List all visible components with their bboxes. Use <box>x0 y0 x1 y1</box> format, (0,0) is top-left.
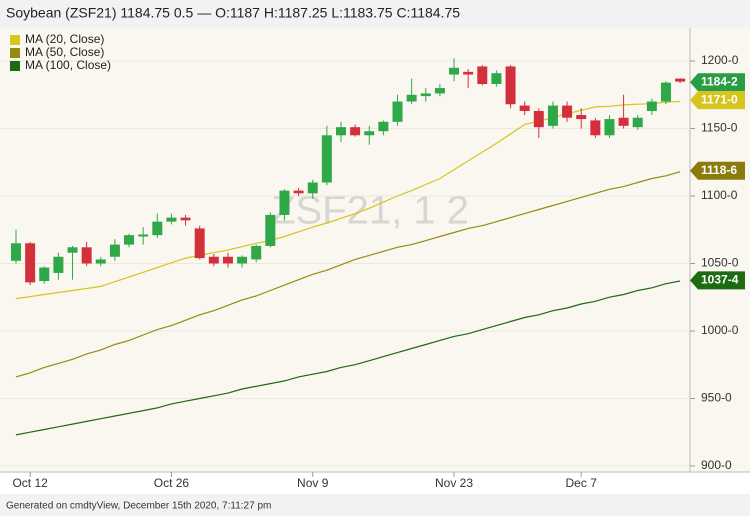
candle-body <box>124 235 135 245</box>
candle-body <box>53 256 64 273</box>
candle-body <box>25 243 36 283</box>
candle-body <box>350 127 361 136</box>
legend-swatch <box>10 48 20 58</box>
candle-body <box>109 244 120 257</box>
candle-body <box>11 243 21 261</box>
candle-body <box>364 131 375 136</box>
plot-area <box>0 28 690 472</box>
price-tag <box>690 73 745 92</box>
candle-body <box>152 221 163 236</box>
candle-body <box>660 82 671 102</box>
candle-body <box>519 105 530 111</box>
y-tick-label: 900-0 <box>701 458 732 472</box>
candle-body <box>293 190 304 194</box>
legend-label: MA (50, Close) <box>25 45 104 59</box>
y-tick-label: 1000-0 <box>701 323 739 337</box>
candle-body <box>237 256 248 264</box>
y-tick-label: 1150-0 <box>701 121 738 135</box>
price-tag-label: 1184-2 <box>701 74 738 88</box>
ma-line <box>15 171 681 378</box>
candle-body <box>208 256 219 264</box>
candle-body <box>378 121 389 132</box>
candle-body <box>392 101 403 122</box>
candle-body <box>265 214 276 246</box>
candle-body <box>491 73 502 84</box>
candle-body <box>576 115 587 120</box>
watermark: ZSF21, 1 2 <box>271 189 469 233</box>
candle-body <box>335 127 346 136</box>
price-tag-label: 1171-0 <box>701 92 738 106</box>
candle-body <box>604 119 615 136</box>
candle-body <box>95 259 106 264</box>
candle-body <box>406 94 417 102</box>
candle-body <box>194 228 205 259</box>
legend-label: MA (20, Close) <box>25 32 104 46</box>
y-tick-label: 950-0 <box>701 391 732 405</box>
x-tick-label: Oct 26 <box>154 476 190 490</box>
x-tick-label: Oct 12 <box>12 476 48 490</box>
candle-body <box>81 247 92 264</box>
price-tag <box>690 271 745 290</box>
candle-body <box>39 267 50 282</box>
candle-body <box>420 93 431 97</box>
candle-body <box>279 190 290 215</box>
footer: Generated on cmdtyView, December 15th 20… <box>6 501 271 512</box>
footer-bar <box>0 494 750 516</box>
legend-label: MA (100, Close) <box>25 58 111 72</box>
candle-body <box>222 256 233 264</box>
chart-title: Soybean (ZSF21) 1184.75 0.5 — O:1187 H:1… <box>6 5 460 21</box>
candle-body <box>321 135 332 183</box>
x-tick-label: Dec 7 <box>566 476 598 490</box>
price-tag <box>690 91 745 110</box>
ma-line <box>15 280 681 436</box>
candle-body <box>251 245 262 260</box>
candle-body <box>562 105 573 118</box>
x-tick-label: Nov 23 <box>435 476 473 490</box>
y-tick-label: 1100-0 <box>701 188 738 202</box>
y-tick-label: 1200-0 <box>701 53 739 67</box>
candle-body <box>505 66 516 105</box>
candle-body <box>632 117 643 128</box>
candle-body <box>138 234 149 237</box>
x-tick-label: Nov 9 <box>297 476 329 490</box>
candle-body <box>307 182 318 194</box>
y-tick-label: 1050-0 <box>701 256 739 270</box>
price-tag-label: 1118-6 <box>701 163 737 177</box>
candle-body <box>166 217 177 222</box>
candle-body <box>434 88 445 94</box>
legend-swatch <box>10 35 20 45</box>
candle-body <box>547 105 558 126</box>
candle-body <box>533 110 544 128</box>
candle-body <box>67 247 78 253</box>
candle-body <box>477 66 488 84</box>
candle-body <box>463 71 474 75</box>
candle-body <box>449 67 460 75</box>
price-tag <box>690 161 745 180</box>
candle-body <box>618 117 629 126</box>
legend-swatch <box>10 61 20 71</box>
candle-body <box>180 217 191 221</box>
candle-body <box>646 101 657 111</box>
price-tag-label: 1037-4 <box>701 273 739 287</box>
candle-body <box>590 120 601 136</box>
header-bar <box>0 0 750 28</box>
candle-body <box>675 78 686 82</box>
